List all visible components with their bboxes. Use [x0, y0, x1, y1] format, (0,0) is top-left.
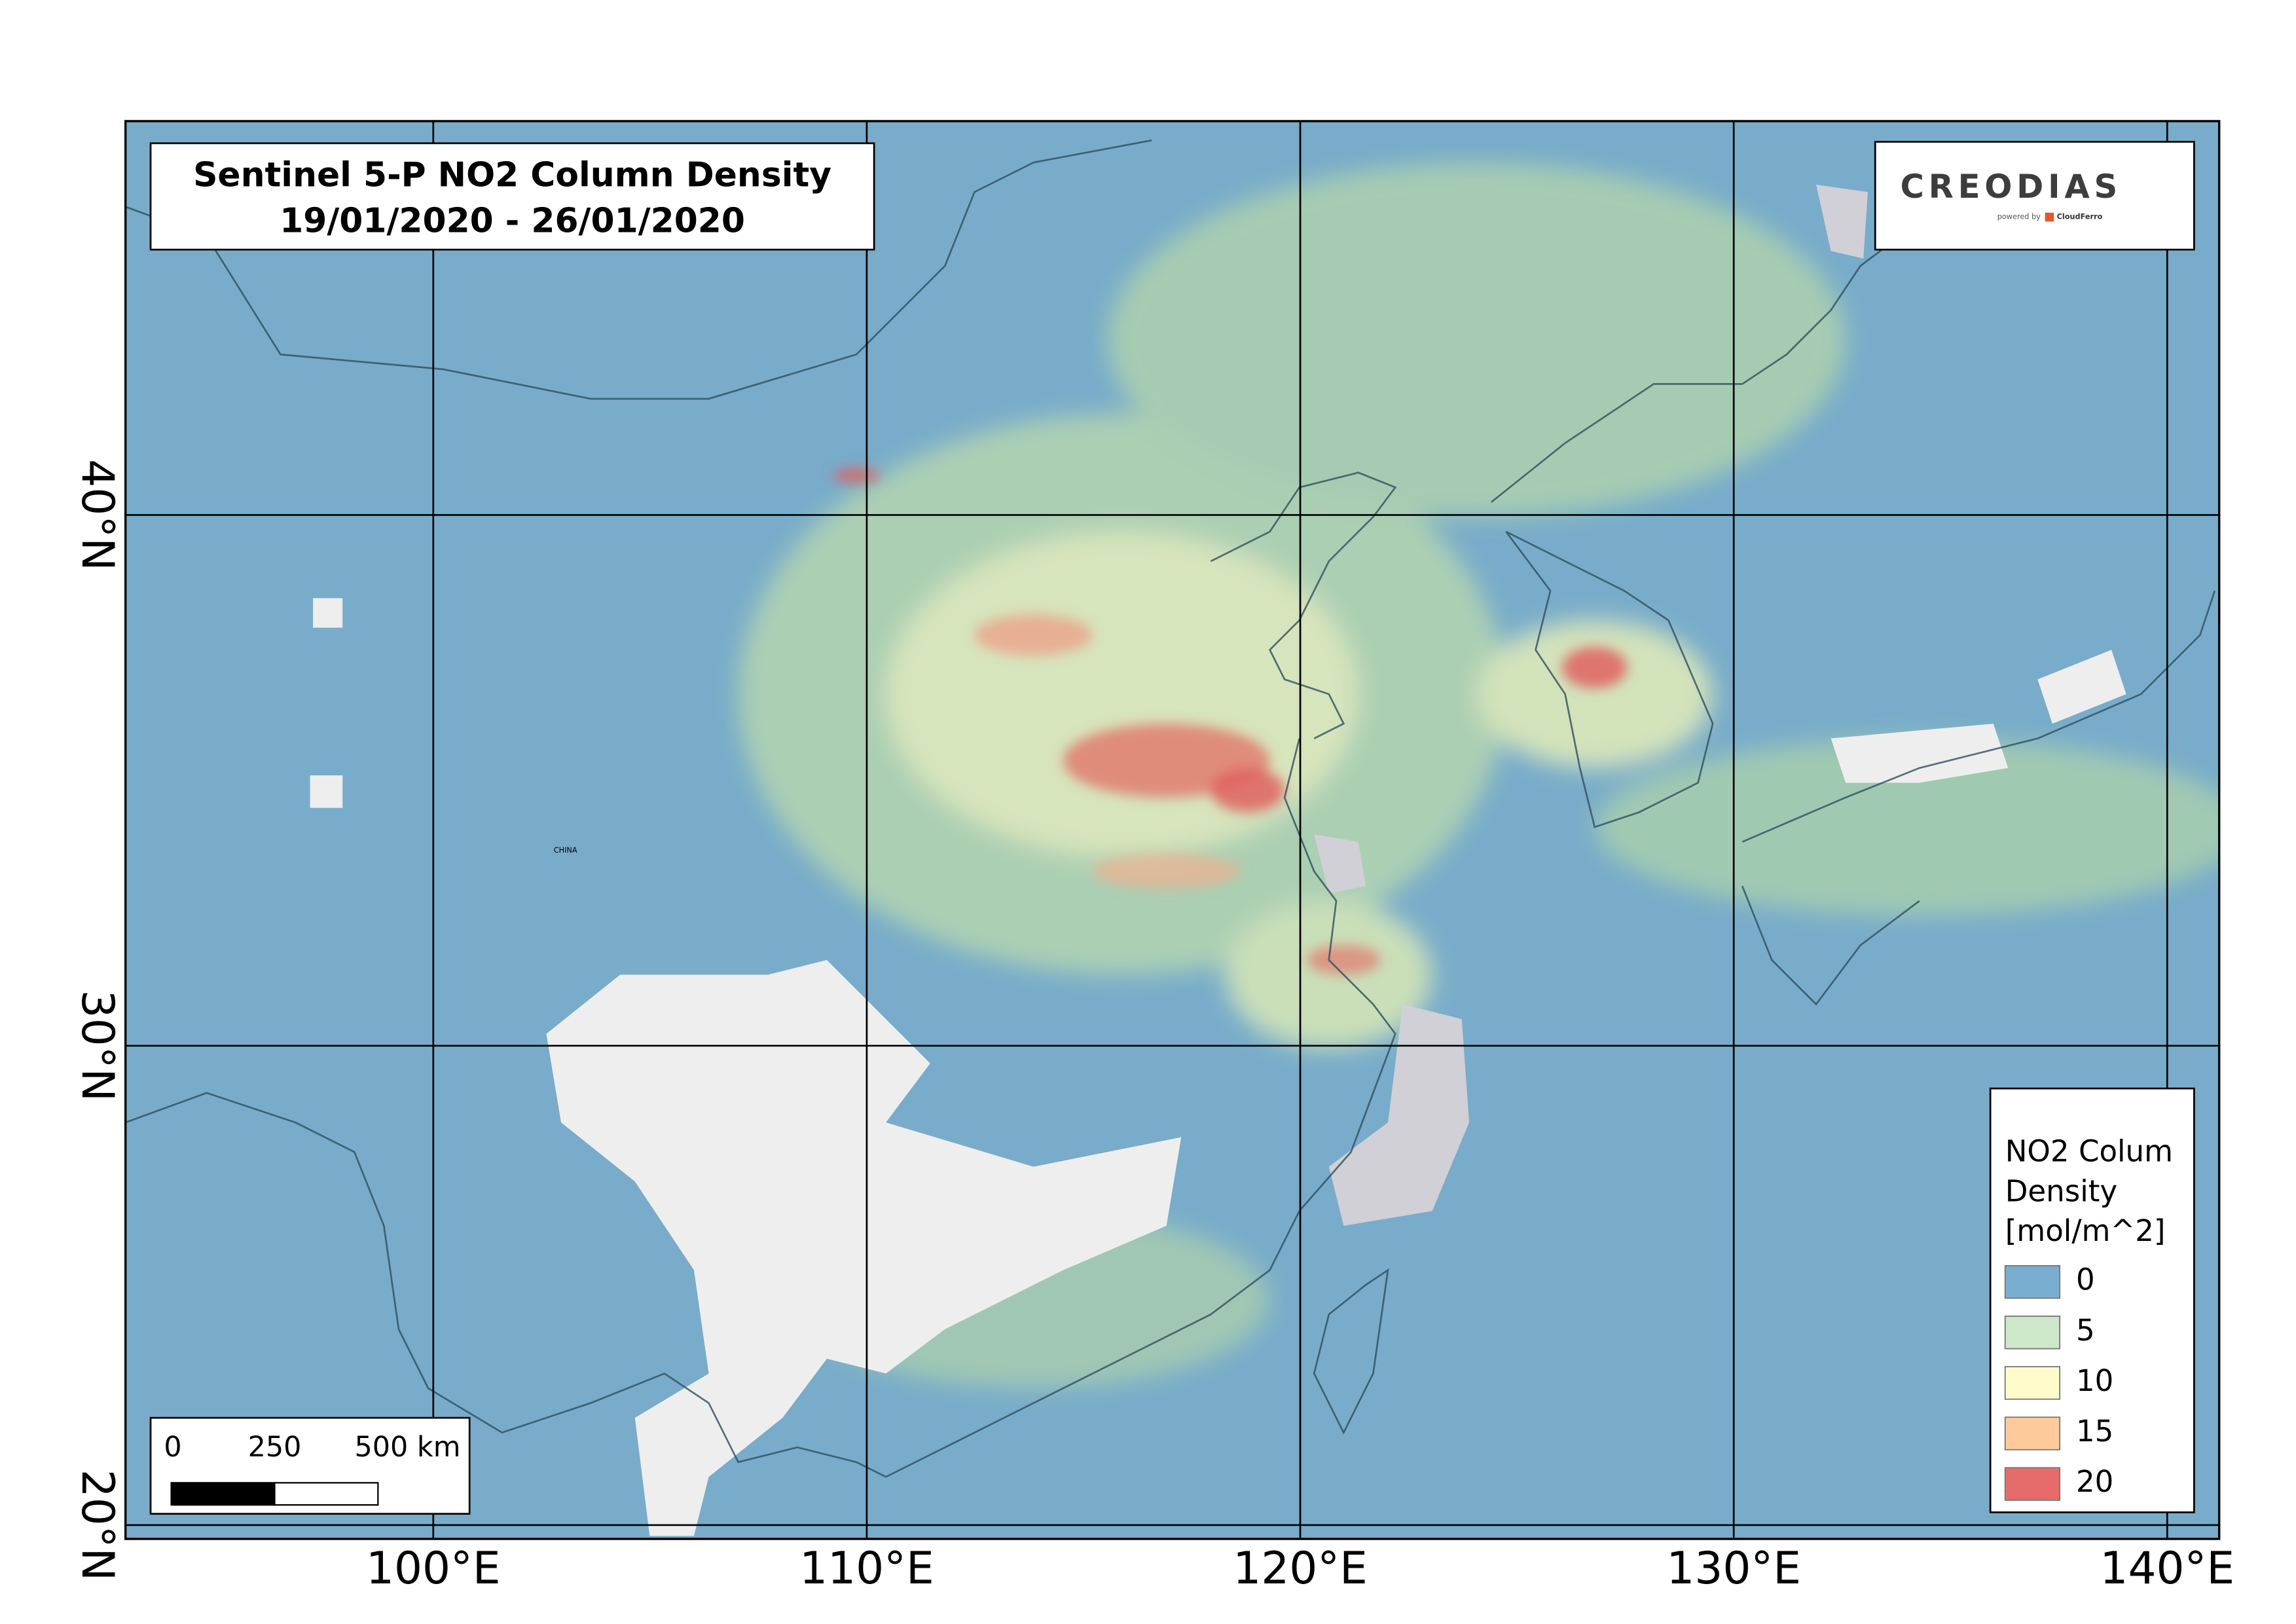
legend-swatch [2004, 1316, 2061, 1350]
logo-partner: CloudFerro [2057, 213, 2103, 221]
legend-swatch [2004, 1366, 2061, 1400]
tick-labels: 100°E 110°E 120°E 130°E 140°E 20°N 30°N 40°N [72, 459, 2234, 1594]
legend-label: 5 [2076, 1313, 2095, 1348]
scale-segment [274, 1482, 379, 1506]
logo-name: CREODIAS [1900, 168, 2122, 206]
x-tick-label: 120°E [1233, 1542, 1368, 1594]
legend-swatch [2004, 1467, 2061, 1501]
x-tick-label: 140°E [2100, 1542, 2234, 1594]
legend-swatch [2004, 1264, 2061, 1299]
title-box: Sentinel 5-P NO2 Column Density 19/01/20… [149, 142, 875, 251]
legend-swatch [2004, 1416, 2061, 1450]
logo-powered-by: powered by [1997, 213, 2041, 221]
logo-frame [1874, 141, 2195, 251]
logo-box: CREODIAS powered by CloudFerro [1874, 141, 2195, 251]
legend-label: 15 [2076, 1414, 2113, 1449]
no2-hotspots [832, 468, 1628, 975]
map-title: Sentinel 5-P NO2 Column Density [193, 156, 831, 195]
legend: NO2 Colum Density [mol/m^2] 0 5 10 15 20 [1989, 1087, 2195, 1513]
cloud-mask [310, 184, 2126, 1536]
scale-segment [170, 1482, 276, 1506]
x-tick-label: 130°E [1666, 1542, 1801, 1594]
legend-label: 0 [2076, 1263, 2095, 1297]
scale-label: 250 [248, 1431, 302, 1464]
title-frame [149, 142, 875, 251]
map-frame [124, 120, 2221, 1540]
legend-title: [mol/m^2] [2005, 1213, 2166, 1248]
scale-label: 500 km [354, 1431, 460, 1464]
scale-label: 0 [164, 1431, 181, 1464]
x-tick-label: 110°E [799, 1542, 934, 1594]
legend-title: NO2 Colum [2005, 1134, 2173, 1168]
legend-label: 20 [2076, 1464, 2113, 1499]
scale-bar: 0 250 500 km [149, 1416, 471, 1515]
x-tick-label: 100°E [366, 1542, 501, 1594]
country-label: CHINA [554, 846, 577, 855]
legend-title: Density [2005, 1173, 2117, 1208]
partner-icon [2045, 212, 2054, 222]
y-tick-label: 20°N [72, 1469, 124, 1581]
map-subtitle: 19/01/2020 - 26/01/2020 [280, 202, 745, 241]
basemap: CHINA [125, 120, 2219, 1540]
legend-label: 10 [2076, 1363, 2113, 1398]
y-tick-label: 30°N [72, 990, 124, 1102]
y-tick-label: 40°N [72, 459, 124, 570]
